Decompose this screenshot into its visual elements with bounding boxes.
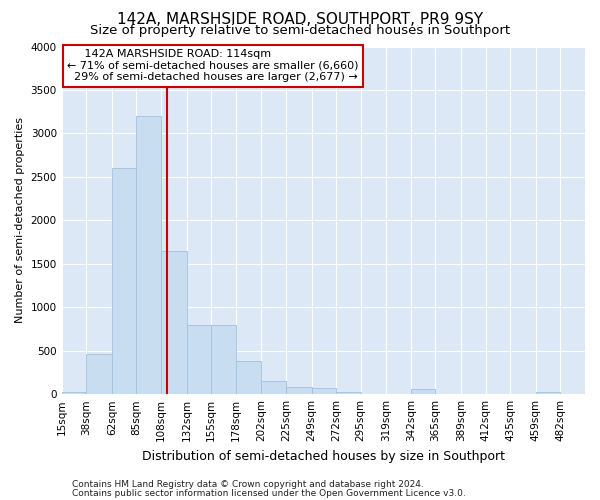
Bar <box>211 324 236 394</box>
Bar <box>311 388 336 394</box>
Bar <box>187 324 211 394</box>
Bar <box>86 354 112 394</box>
Text: 142A, MARSHSIDE ROAD, SOUTHPORT, PR9 9SY: 142A, MARSHSIDE ROAD, SOUTHPORT, PR9 9SY <box>117 12 483 28</box>
Bar <box>536 392 560 394</box>
Y-axis label: Number of semi-detached properties: Number of semi-detached properties <box>15 118 25 324</box>
Bar <box>286 387 311 394</box>
Bar <box>411 389 436 394</box>
Bar <box>336 392 361 394</box>
Text: Contains public sector information licensed under the Open Government Licence v3: Contains public sector information licen… <box>72 489 466 498</box>
Bar <box>262 380 286 394</box>
Bar <box>161 251 187 394</box>
Bar <box>236 361 262 394</box>
Bar <box>112 168 136 394</box>
Text: 142A MARSHSIDE ROAD: 114sqm
← 71% of semi-detached houses are smaller (6,660)
  : 142A MARSHSIDE ROAD: 114sqm ← 71% of sem… <box>67 49 359 82</box>
Bar <box>136 116 161 394</box>
Bar <box>62 392 86 394</box>
Text: Contains HM Land Registry data © Crown copyright and database right 2024.: Contains HM Land Registry data © Crown c… <box>72 480 424 489</box>
Text: Size of property relative to semi-detached houses in Southport: Size of property relative to semi-detach… <box>90 24 510 37</box>
X-axis label: Distribution of semi-detached houses by size in Southport: Distribution of semi-detached houses by … <box>142 450 505 462</box>
